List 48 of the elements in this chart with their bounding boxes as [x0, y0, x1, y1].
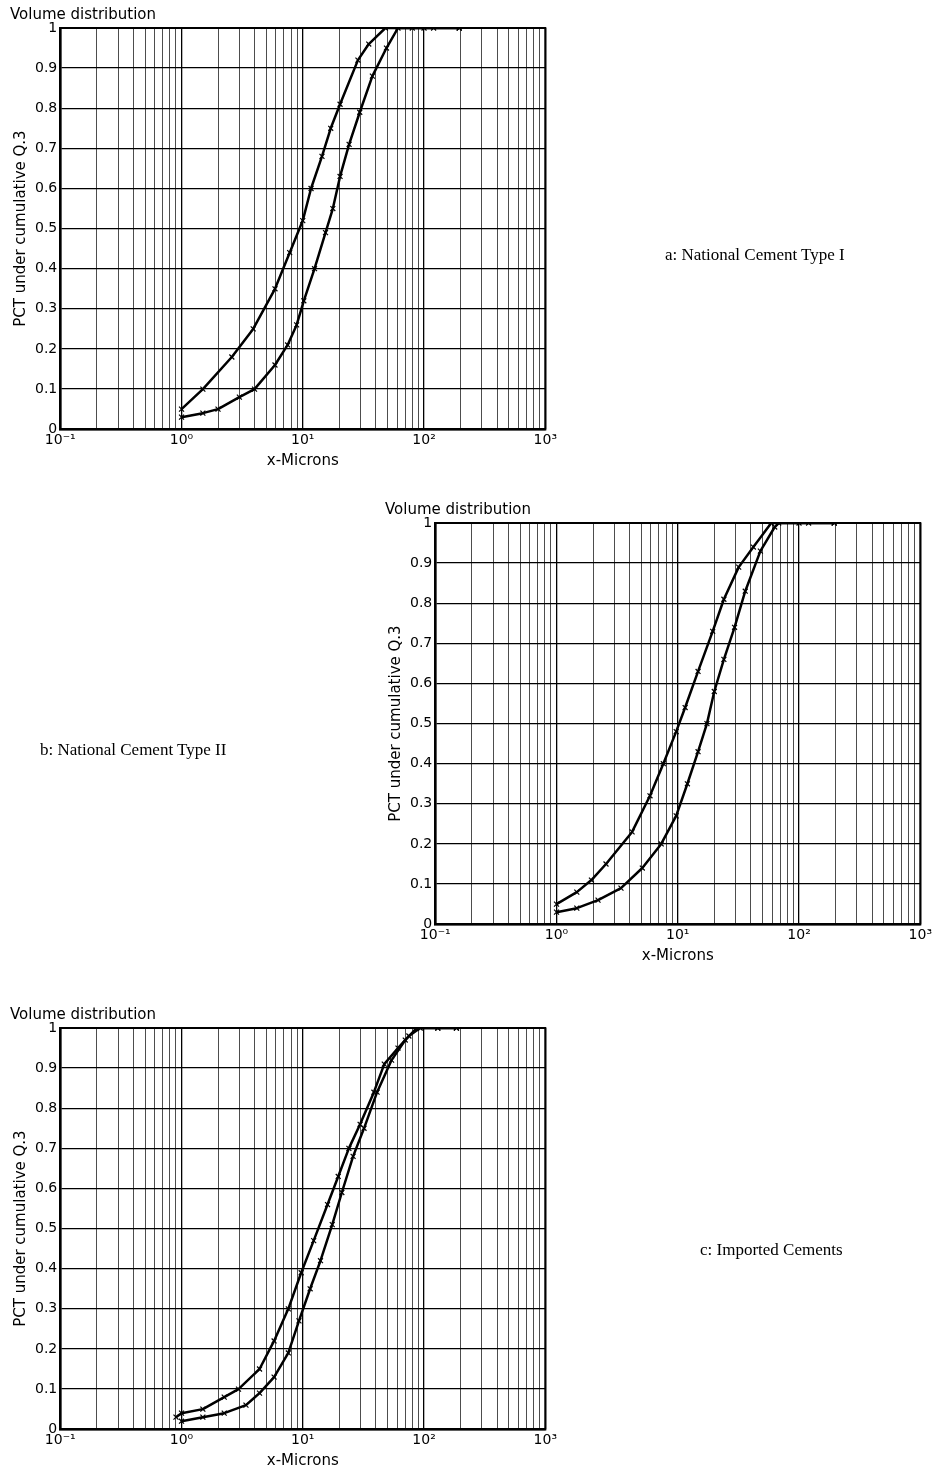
- y-tick-label: 0.4: [410, 754, 433, 771]
- y-tick-label: 0.6: [35, 179, 58, 196]
- y-axis-title: PCT under cumulative Q.3: [10, 130, 29, 327]
- y-tick-label: 0.4: [35, 259, 58, 276]
- y-tick-label: 0.7: [35, 1139, 58, 1155]
- x-axis-title: x-Microns: [266, 1450, 339, 1469]
- y-tick-label: 0.3: [35, 1299, 58, 1316]
- x-tick-label: 10¹: [291, 431, 315, 448]
- x-tick-label: 10²: [412, 1431, 436, 1448]
- y-tick-label: 0.8: [35, 1098, 58, 1115]
- y-tick-label: 0.6: [410, 674, 433, 691]
- y-tick-label: 0.8: [35, 98, 58, 115]
- y-tick-label: 0.2: [410, 834, 433, 851]
- x-axis-title: x-Microns: [266, 450, 339, 469]
- y-tick-label: 0.9: [35, 1058, 58, 1075]
- x-tick-label: 10²: [412, 431, 436, 448]
- x-axis-title: x-Microns: [641, 945, 714, 964]
- x-tick-label: 10³: [533, 1431, 558, 1448]
- y-tick-label: 0.9: [410, 553, 433, 570]
- y-tick-label: 0.1: [35, 1379, 58, 1396]
- y-tick-label: 0.1: [35, 379, 58, 396]
- y-tick-label: 0.9: [35, 58, 58, 75]
- x-tick-label: 10¹: [666, 926, 690, 943]
- x-tick-label: 10⁰: [544, 926, 569, 943]
- y-tick-label: 0.5: [35, 1219, 58, 1236]
- y-tick-label: 0.3: [410, 794, 433, 811]
- y-tick-label: 0.3: [35, 299, 58, 316]
- x-tick-label: 10³: [908, 926, 933, 943]
- y-tick-label: 0.6: [35, 1179, 58, 1196]
- x-tick-label: 10¹: [291, 1431, 315, 1448]
- y-tick-label: 0.5: [35, 219, 58, 236]
- y-tick-label: 0.2: [35, 1339, 58, 1356]
- y-tick-label: 0.2: [35, 339, 58, 356]
- y-axis-title: PCT under cumulative Q.3: [385, 625, 404, 822]
- y-tick-label: 0.1: [410, 874, 433, 891]
- text: a: National Cement Type I: [665, 245, 845, 265]
- y-tick-label: 0.5: [410, 714, 433, 731]
- x-tick-label: 10⁰: [169, 431, 194, 448]
- text: b: National Cement Type II: [40, 740, 227, 760]
- y-tick-label: 0.4: [35, 1259, 58, 1276]
- x-tick-label: 10³: [533, 431, 558, 448]
- x-tick-label: 10⁰: [169, 1431, 194, 1448]
- y-tick-label: 0.7: [35, 139, 58, 155]
- text: c: Imported Cements: [700, 1240, 843, 1260]
- y-tick-label: 0.8: [410, 593, 433, 610]
- y-tick-label: 0.7: [410, 634, 433, 650]
- y-axis-title: PCT under cumulative Q.3: [10, 1130, 29, 1327]
- x-tick-label: 10²: [787, 926, 811, 943]
